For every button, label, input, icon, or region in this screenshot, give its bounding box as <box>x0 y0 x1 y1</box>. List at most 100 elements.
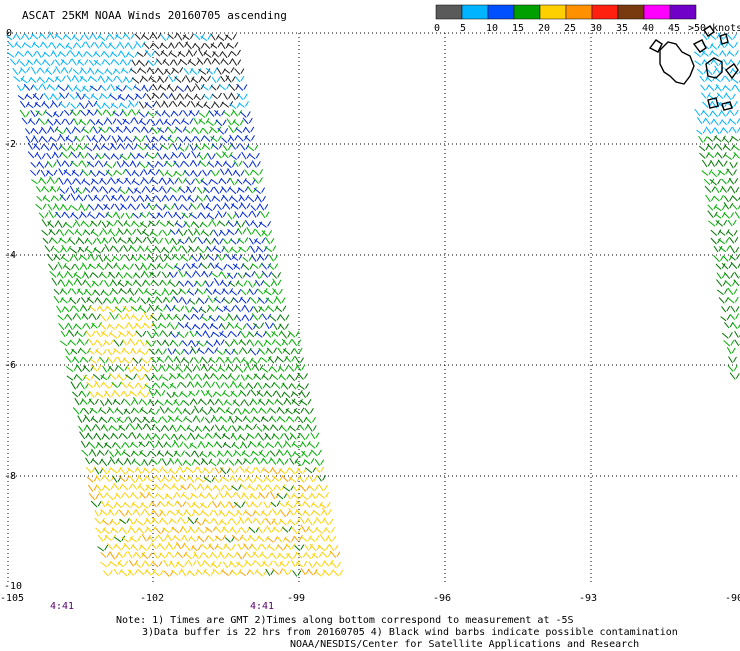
wind-barb <box>107 117 116 124</box>
wind-barb <box>291 383 299 389</box>
wind-barb <box>246 560 256 566</box>
wind-barb <box>228 221 237 227</box>
wind-barb <box>14 76 25 82</box>
wind-barb <box>209 493 218 500</box>
wind-barb <box>697 68 707 74</box>
wind-barb <box>253 408 261 414</box>
wind-barb <box>47 161 56 168</box>
wind-barb <box>153 467 163 473</box>
wind-barb <box>74 357 83 363</box>
wind-barb <box>206 341 217 347</box>
wind-barb <box>224 93 232 99</box>
wind-barb <box>120 42 129 49</box>
wind-barb <box>165 238 173 244</box>
wind-barb <box>194 118 202 125</box>
wind-barb <box>105 280 113 287</box>
wind-barb <box>94 186 103 192</box>
wind-barb <box>722 186 731 192</box>
wind-barb <box>100 408 110 414</box>
wind-barb <box>309 485 319 491</box>
wind-barb <box>730 373 739 380</box>
wind-barb <box>259 484 267 491</box>
wind-barb <box>184 161 194 167</box>
wind-barb <box>150 169 160 175</box>
wind-barb <box>186 42 196 49</box>
legend-label: 5 <box>460 23 466 34</box>
wind-barb <box>202 409 211 415</box>
island-santiago <box>694 40 706 52</box>
wind-barb <box>118 228 127 235</box>
wind-barb <box>189 526 198 533</box>
wind-barb <box>89 391 98 398</box>
wind-barb <box>210 460 220 466</box>
wind-barb <box>222 187 231 193</box>
wind-barb <box>101 417 111 423</box>
wind-barb <box>87 239 96 245</box>
wind-barb <box>31 77 40 83</box>
wind-barb <box>184 314 194 320</box>
wind-barb <box>105 244 113 251</box>
map-title: ASCAT 25KM NOAA Winds 20160705 ascending <box>22 9 287 22</box>
wind-barb <box>71 193 79 200</box>
wind-barb <box>168 127 178 134</box>
wind-barb <box>203 170 211 176</box>
wind-barb <box>31 162 40 168</box>
wind-barb <box>109 373 119 379</box>
wind-barb <box>183 298 191 304</box>
wind-barb <box>181 434 190 440</box>
wind-barb <box>72 213 82 219</box>
wind-barb <box>199 112 209 118</box>
wind-barb <box>728 220 736 226</box>
wind-barb <box>205 518 214 524</box>
wind-barb <box>144 417 154 423</box>
wind-barb <box>242 212 252 218</box>
wind-barb <box>136 509 144 516</box>
wind-barb <box>717 273 725 279</box>
wind-barb <box>212 501 220 508</box>
wind-barb <box>207 485 216 491</box>
wind-barb <box>101 85 110 91</box>
wind-barb <box>187 85 195 92</box>
wind-barb <box>132 77 143 83</box>
wind-barb <box>184 400 193 406</box>
wind-barb <box>197 288 207 294</box>
wind-barb <box>702 102 712 108</box>
wind-barb <box>178 178 186 184</box>
wind-barb <box>292 527 302 534</box>
wind-barb <box>223 246 233 253</box>
wind-barb <box>157 340 166 346</box>
wind-barb <box>695 109 704 116</box>
wind-barb <box>201 263 211 269</box>
wind-barb <box>230 178 238 185</box>
wind-barb <box>308 569 317 575</box>
wind-barb <box>116 169 126 175</box>
wind-barb <box>65 306 74 312</box>
wind-barb <box>190 298 200 304</box>
wind-barb <box>278 441 287 448</box>
wind-barb <box>122 528 130 534</box>
wind-barb <box>237 178 246 184</box>
wind-barb <box>91 501 101 507</box>
wind-barb <box>205 426 214 432</box>
wind-barb <box>126 314 134 320</box>
wind-barb <box>42 136 52 143</box>
wind-barb <box>75 264 83 270</box>
wind-barb <box>217 68 225 75</box>
wind-barb <box>137 424 146 430</box>
wind-barb <box>43 238 52 244</box>
wind-barb <box>150 442 158 449</box>
wind-barb <box>219 315 229 321</box>
wind-barb <box>130 246 140 252</box>
wind-barb <box>169 281 179 287</box>
wind-barb <box>714 246 722 252</box>
wind-barb <box>10 59 19 65</box>
wind-barb <box>177 552 186 558</box>
wind-barb <box>41 33 51 39</box>
wind-barb <box>156 426 165 432</box>
wind-barb <box>97 298 106 305</box>
wind-barb <box>714 195 723 201</box>
wind-barb <box>102 467 111 474</box>
wind-barb <box>135 34 145 40</box>
wind-barb <box>56 128 67 134</box>
wind-barb <box>36 186 44 192</box>
